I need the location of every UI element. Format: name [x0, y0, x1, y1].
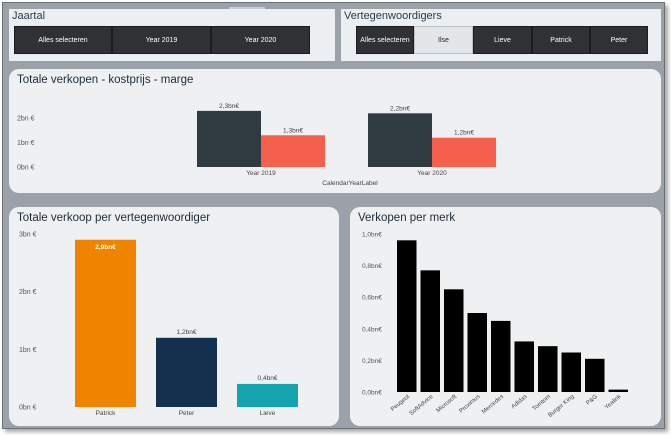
y-tick-label: 3bn €	[19, 232, 37, 239]
x-tick-label: Proximus	[459, 394, 482, 415]
bar-yealink	[608, 389, 628, 392]
x-tick-label: SoftAdvice	[409, 394, 435, 417]
bar-proximus	[467, 313, 487, 392]
y-tick-label: 2bn €	[17, 116, 35, 123]
data-label: 1,2bn€	[177, 329, 197, 336]
y-tick-label: 0,8bn€	[362, 263, 382, 270]
x-tick-label: P&G	[585, 394, 599, 407]
x-tick-label: Lieve	[260, 410, 276, 417]
bar-microsoft	[444, 289, 464, 392]
slicer-jaartal: Jaartal Alles selecteren Year 2019 Year …	[9, 9, 335, 61]
vertegenwoordiger-option-ilse[interactable]: Ilse	[414, 26, 473, 54]
x-tick-label: Adidas	[511, 394, 529, 410]
chart-title-totale-verkopen: Totale verkopen - kostprijs - marge	[17, 74, 194, 86]
x-tick-label: Mercedes	[481, 394, 505, 416]
vertegenwoordiger-option-lieve[interactable]: Lieve	[473, 26, 532, 54]
y-tick-label: 0,0bn€	[362, 390, 382, 397]
data-label: 2,2bn€	[390, 105, 410, 112]
panel-verkoop-per-vertegenwoordiger: Totale verkoop per vertegenwoordiger 0bn…	[9, 207, 339, 426]
slicer-vertegenwoordigers-title: Vertegenwoordigers	[344, 10, 442, 22]
slicer-jaartal-title: Jaartal	[12, 10, 46, 22]
bar-year-2020-series-1	[432, 137, 496, 167]
y-tick-label: 1bn €	[19, 347, 37, 354]
y-tick-label: 0,6bn€	[362, 295, 382, 302]
panel-verkopen-per-merk: Verkopen per merk 0,0bn€ 0,2bn€ 0,4bn€ 0,6b…	[350, 207, 661, 426]
bar-peugeot	[397, 240, 417, 392]
y-tick-label: 1bn €	[17, 140, 35, 147]
panel-totale-verkopen: Totale verkopen - kostprijs - marge 0bn …	[9, 69, 661, 193]
vertegenwoordiger-option-all[interactable]: Alles selecteren	[356, 26, 414, 54]
vertegenwoordiger-option-peter[interactable]: Peter	[590, 26, 648, 54]
chart-verkopen-per-merk: 0,0bn€ 0,2bn€ 0,4bn€ 0,6bn€ 0,8bn€ 1,0bn€ Peug…	[362, 232, 628, 419]
x-tick-label: Patrick	[96, 410, 117, 417]
bar-p-g	[585, 358, 605, 392]
chart-title-verkoop-per-vertegenwoordiger: Totale verkoop per vertegenwoordiger	[17, 212, 211, 224]
jaartal-option-2020[interactable]: Year 2020	[211, 26, 310, 54]
x-tick-label: Year 2020	[417, 170, 447, 177]
y-tick-label: 1,0bn€	[362, 232, 382, 239]
bar-year-2020-series-0	[368, 113, 432, 167]
y-tick-label: 0,2bn€	[362, 358, 382, 365]
vertegenwoordiger-option-patrick[interactable]: Patrick	[532, 26, 590, 54]
y-tick-label: 0bn €	[17, 165, 35, 172]
bar-tomtom	[538, 346, 558, 392]
x-tick-label: Microsoft	[436, 394, 459, 414]
bar-peter	[156, 337, 217, 407]
x-axis-title: CalendarYearLabel	[322, 180, 378, 187]
bar-softadvice	[420, 270, 440, 392]
y-tick-label: 0bn €	[19, 405, 37, 412]
chart-totale-verkopen: 0bn € 1bn € 2bn € 2,3bn€ 1,3bn€ Year 2019 2,2b…	[17, 103, 496, 187]
bar-burger-king	[561, 352, 581, 392]
data-label: 1,2bn€	[454, 130, 474, 137]
bar-lieve	[237, 383, 298, 407]
bar-year-2019-series-0	[197, 110, 261, 167]
bar-mercedes	[491, 320, 511, 392]
x-tick-label: Year 2019	[246, 170, 276, 177]
data-label: 2,3bn€	[219, 103, 239, 110]
data-label: 0,4bn€	[258, 375, 278, 382]
slicer-vertegenwoordigers: Vertegenwoordigers Alles selecteren Ilse…	[341, 9, 661, 61]
x-tick-label: Burger King	[547, 394, 575, 419]
bar-adidas	[514, 341, 534, 392]
bar-year-2019-series-1	[261, 135, 325, 167]
dashboard-frame: Jaartal Alles selecteren Year 2019 Year …	[2, 2, 665, 429]
data-label: 1,3bn€	[283, 127, 303, 134]
resize-handle[interactable]	[229, 7, 265, 10]
chart-verkoop-per-vertegenwoordiger: 0bn € 1bn € 2bn € 3bn € 2,9bn€ Patrick 1,2bn€ P…	[19, 232, 298, 417]
jaartal-option-2019[interactable]: Year 2019	[112, 26, 211, 54]
data-label: 2,9bn€	[95, 244, 116, 251]
x-tick-label: Peugeot	[390, 394, 411, 413]
x-tick-label: Tomtom	[532, 394, 552, 412]
x-tick-label: Yealink	[604, 393, 623, 411]
y-tick-label: 0,4bn€	[362, 326, 382, 333]
bar-patrick	[75, 239, 136, 407]
jaartal-option-all[interactable]: Alles selecteren	[14, 26, 112, 54]
chart-title-verkopen-per-merk: Verkopen per merk	[358, 212, 456, 224]
x-tick-label: Peter	[179, 410, 195, 417]
y-tick-label: 2bn €	[19, 289, 37, 296]
